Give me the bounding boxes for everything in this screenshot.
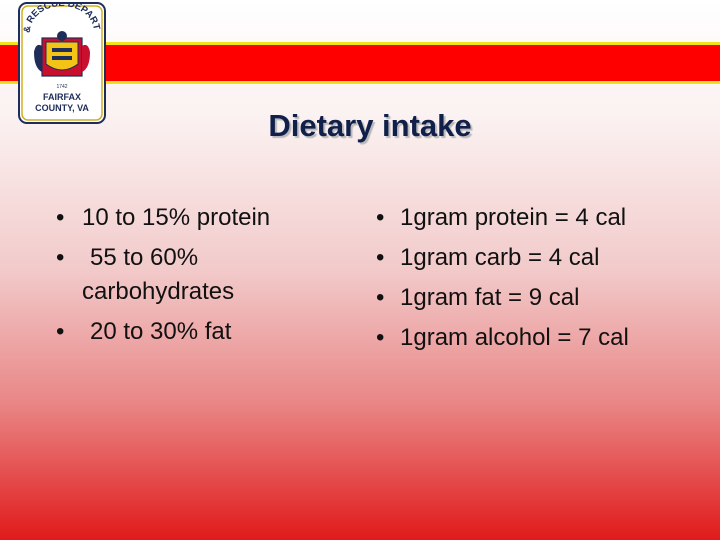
logo-bottom-text-2: COUNTY, VA bbox=[35, 103, 89, 113]
bullet-icon: • bbox=[376, 284, 385, 311]
list-item-text: 20 to 30% fat bbox=[90, 318, 232, 345]
list-item-text: 1gram carb = 4 cal bbox=[400, 244, 600, 271]
bullet-icon: • bbox=[376, 244, 385, 271]
list-item: • 1gram fat = 9 cal bbox=[372, 281, 702, 315]
bullet-icon: • bbox=[56, 318, 65, 345]
list-item-text: 1gram protein = 4 cal bbox=[400, 204, 627, 231]
list-item: • 10 to 15% protein bbox=[52, 201, 342, 235]
list-item: • 20 to 30% fat bbox=[52, 315, 342, 349]
right-bullet-list: • 1gram protein = 4 cal • 1gram carb = 4… bbox=[372, 201, 702, 361]
list-item: • 1gram alcohol = 7 cal bbox=[372, 321, 702, 355]
list-item: • 1gram carb = 4 cal bbox=[372, 241, 702, 275]
list-item-text: 1gram alcohol = 7 cal bbox=[400, 324, 629, 351]
list-item-text: 55 to 60% carbohydrates bbox=[82, 244, 235, 305]
header-banner bbox=[0, 42, 720, 84]
fire-rescue-badge-icon: FIRE & RESCUE DEPARTMENT 1742 FAIRFAX CO… bbox=[18, 2, 106, 124]
list-item: • 1gram protein = 4 cal bbox=[372, 201, 702, 235]
logo-bottom-text-1: FAIRFAX bbox=[43, 92, 81, 102]
list-item: • 55 to 60% carbohydrates bbox=[52, 241, 342, 309]
slide-title: Dietary intake bbox=[268, 108, 472, 143]
left-bullet-list: • 10 to 15% protein • 55 to 60% carbohyd… bbox=[52, 201, 342, 355]
list-item-text: 1gram fat = 9 cal bbox=[400, 284, 580, 311]
logo-year: 1742 bbox=[56, 84, 67, 90]
bullet-icon: • bbox=[56, 244, 65, 271]
bullet-icon: • bbox=[376, 324, 385, 351]
list-item-text: 10 to 15% protein bbox=[82, 204, 271, 231]
bullet-icon: • bbox=[56, 204, 65, 231]
bullet-icon: • bbox=[376, 204, 385, 231]
